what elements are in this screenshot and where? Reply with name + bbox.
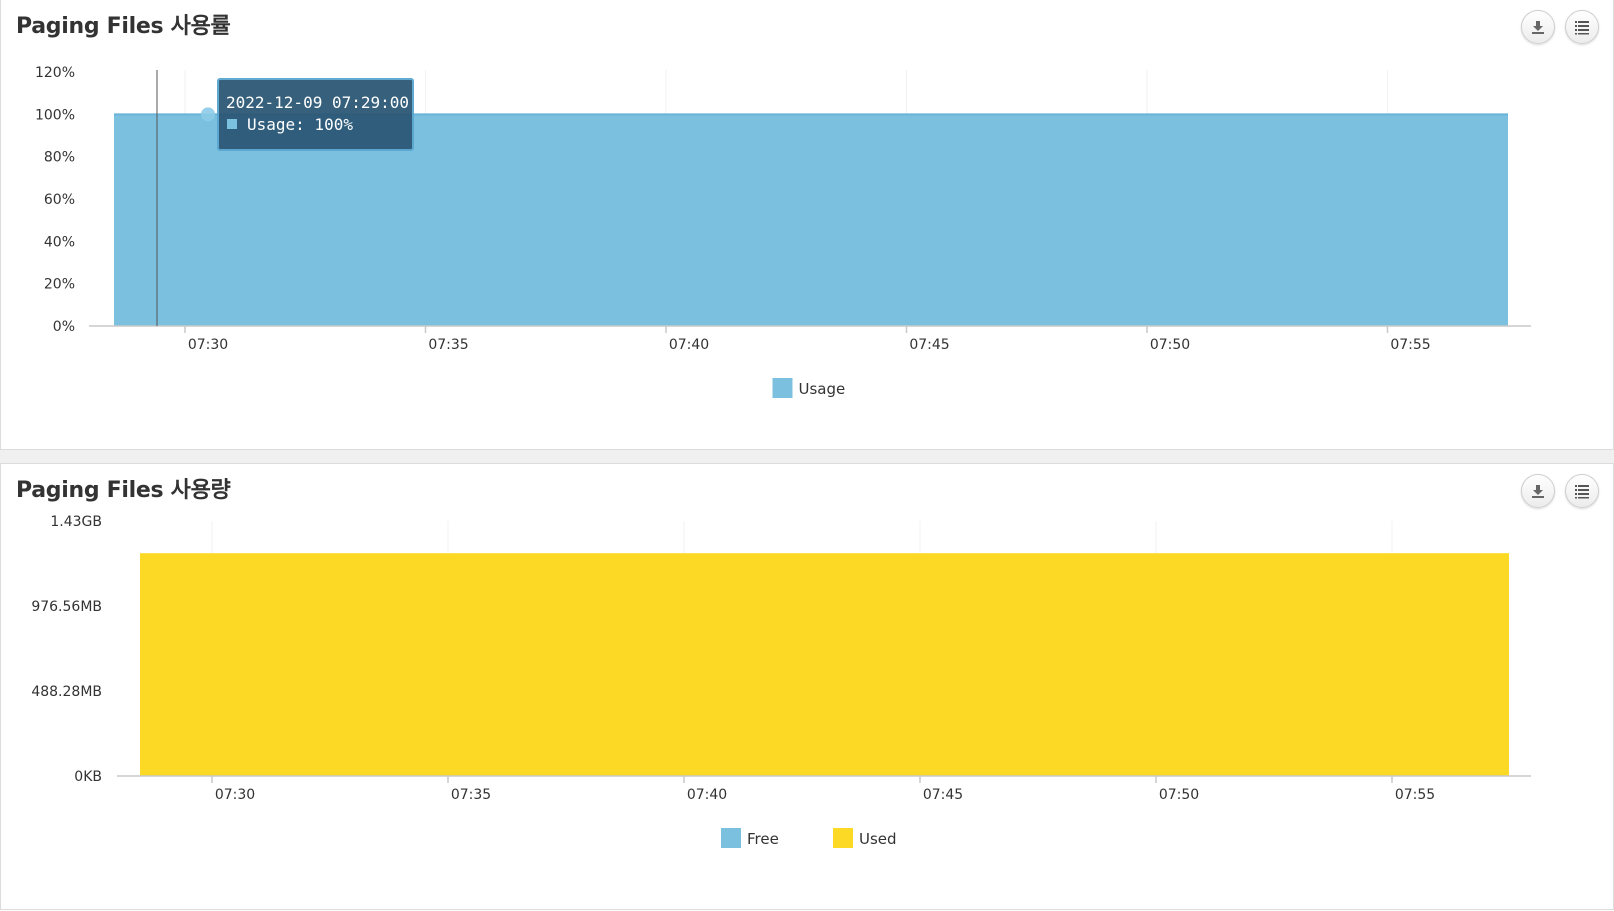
x-tick-label: 07:50 <box>1159 787 1199 803</box>
y-tick-label: 20% <box>44 277 75 293</box>
tooltip: 2022-12-09 07:29:00 Usage: 100% <box>217 78 414 151</box>
download-icon <box>1532 485 1544 498</box>
y-tick-label: 0KB <box>74 769 102 785</box>
y-tick-label: 80% <box>44 150 75 166</box>
download-button[interactable] <box>1521 10 1555 44</box>
hover-point <box>201 107 215 122</box>
usage-amount-chart: 0KB 488.28MB 976.56MB 1.43GB 07:30 07:35 07:40… <box>31 514 1531 848</box>
x-tick-label: 07:30 <box>215 787 255 803</box>
usage-amount-panel: Paging Files 사용량 0KB 488.28MB 976.56MB 1.43… <box>0 463 1614 910</box>
download-icon <box>1532 21 1544 34</box>
tooltip-value: Usage: 100% <box>247 115 353 134</box>
download-button[interactable] <box>1521 474 1555 508</box>
usage-rate-chart: 0% 20% 40% 60% 80% 100% 120% 07:30 07:35 07:40 07:… <box>35 65 1531 398</box>
x-tick-label: 07:45 <box>909 337 949 353</box>
y-tick-label: 60% <box>44 192 75 208</box>
menu-button[interactable] <box>1565 10 1599 44</box>
tooltip-date: 2022-12-09 07:29:00 <box>226 93 409 112</box>
x-tick-label: 07:30 <box>188 337 228 353</box>
legend-swatch <box>833 828 853 848</box>
x-tick-label: 07:55 <box>1395 787 1435 803</box>
legend-swatch <box>772 378 793 398</box>
y-tick-label: 120% <box>35 65 75 81</box>
panel-title: Paging Files 사용량 <box>16 478 231 503</box>
y-tick-label: 100% <box>35 107 75 123</box>
y-tick-label: 976.56MB <box>31 599 102 615</box>
list-menu-icon <box>1575 21 1589 35</box>
tooltip-box <box>217 78 414 151</box>
usage-rate-panel: Paging Files 사용률 0% 20% 40% 60% 80% 100% 120% 0… <box>0 0 1614 450</box>
legend-label: Usage <box>799 380 846 398</box>
used-area <box>140 553 1509 776</box>
tooltip-swatch <box>227 119 237 129</box>
x-tick-label: 07:45 <box>923 787 963 803</box>
legend-swatch <box>721 828 741 848</box>
x-tick-label: 07:50 <box>1150 337 1190 353</box>
y-tick-label: 0% <box>53 319 75 335</box>
y-tick-label: 488.28MB <box>31 684 102 700</box>
x-tick-label: 07:35 <box>428 337 468 353</box>
menu-button[interactable] <box>1565 474 1599 508</box>
list-menu-icon <box>1575 485 1589 499</box>
y-tick-label: 40% <box>44 234 75 250</box>
legend-label: Used <box>859 830 897 848</box>
x-tick-label: 07:35 <box>451 787 491 803</box>
x-tick-label: 07:55 <box>1390 337 1430 353</box>
x-tick-label: 07:40 <box>687 787 727 803</box>
legend-label: Free <box>747 830 779 848</box>
x-tick-label: 07:40 <box>669 337 709 353</box>
panel-divider <box>0 450 1614 463</box>
panel-title: Paging Files 사용률 <box>16 14 231 39</box>
y-tick-label: 1.43GB <box>50 514 102 530</box>
